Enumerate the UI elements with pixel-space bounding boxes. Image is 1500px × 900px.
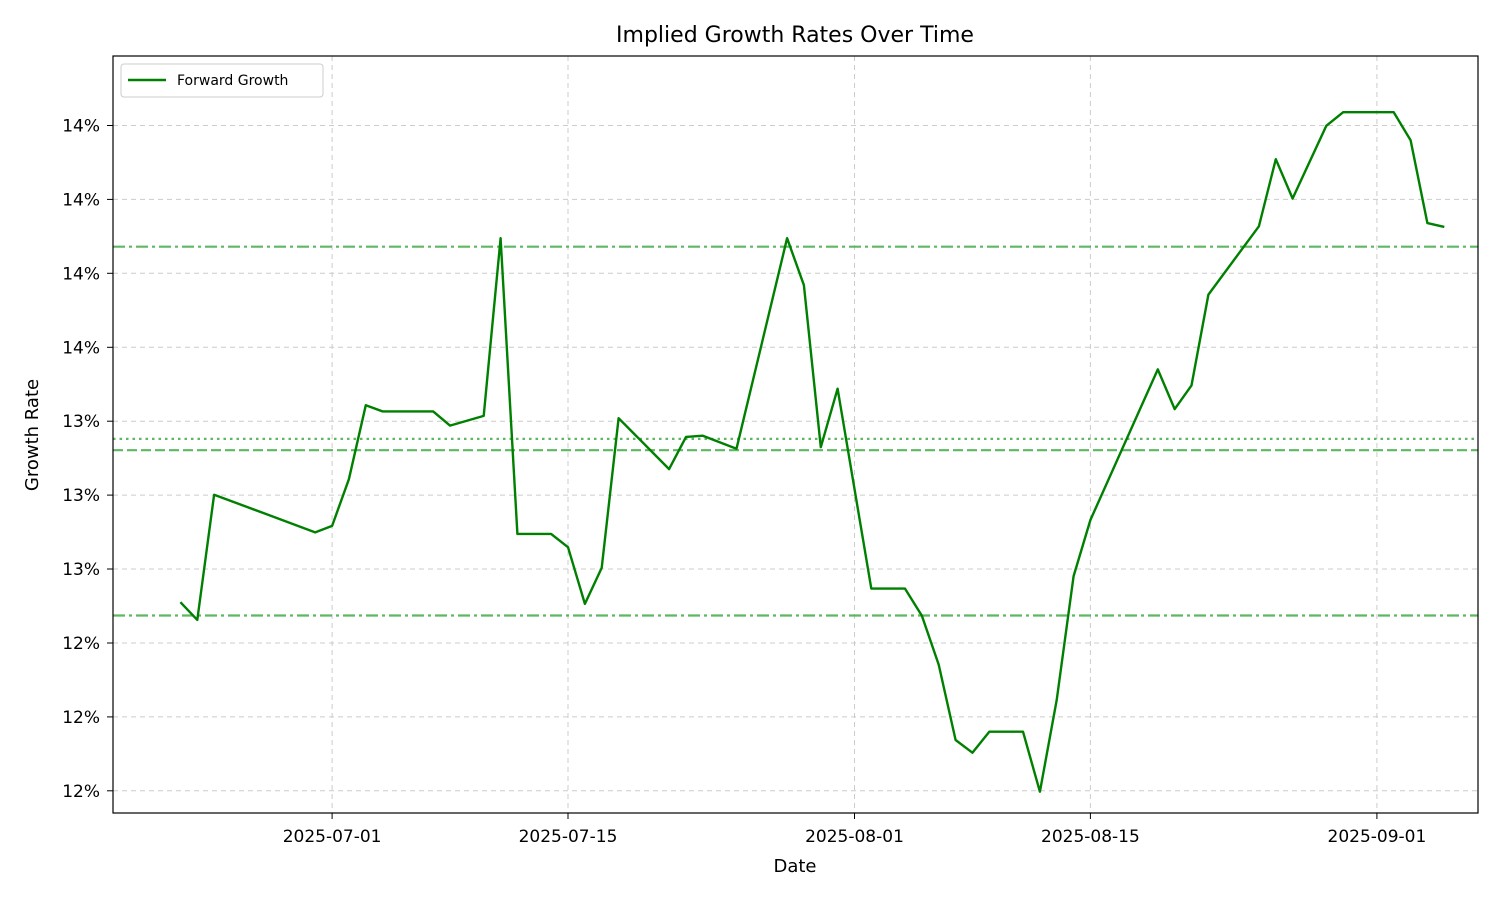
data-point: [802, 283, 806, 287]
y-axis-label: Growth Rate: [22, 379, 43, 491]
x-axis-label: Date: [773, 856, 816, 877]
data-point: [1291, 197, 1295, 201]
data-point: [1392, 110, 1396, 114]
x-axis: 2025-07-01 2025-07-15 2025-08-01 2025-08-15…: [283, 813, 1427, 847]
data-point: [970, 751, 974, 755]
reference-lines: [113, 245, 1478, 617]
data-point: [785, 236, 789, 240]
chart-title: Implied Growth Rates Over Time: [616, 23, 974, 48]
data-point: [1341, 110, 1345, 114]
data-point: [566, 545, 570, 549]
x-tick-label: 2025-08-01: [805, 827, 904, 847]
data-point: [836, 387, 840, 391]
data-point: [482, 414, 486, 418]
x-tick-label: 2025-08-15: [1041, 827, 1140, 847]
data-point: [903, 587, 907, 591]
data-point: [1156, 367, 1160, 371]
data-point: [381, 409, 385, 413]
data-point: [212, 493, 216, 497]
data-point: [735, 447, 739, 451]
data-point: [920, 614, 924, 618]
data-point: [263, 512, 267, 516]
legend-label-forward-growth: Forward Growth: [177, 73, 288, 89]
data-point: [1324, 124, 1328, 128]
y-tick-label: 14%: [62, 190, 100, 210]
data-point: [431, 409, 435, 413]
y-tick-label: 14%: [62, 117, 100, 137]
data-point: [1055, 698, 1059, 702]
data-point: [1274, 157, 1278, 161]
legend: Forward Growth: [120, 63, 324, 98]
plot-frame: [112, 55, 1479, 814]
series-group: [178, 110, 1446, 794]
data-point: [1257, 224, 1261, 228]
y-tick-label: 13%: [62, 560, 100, 580]
data-point: [1442, 225, 1446, 229]
data-point: [1425, 221, 1429, 225]
data-point: [330, 524, 334, 528]
grid: [113, 56, 1478, 813]
legend-box: [120, 63, 324, 98]
data-point: [178, 600, 182, 604]
data-point: [869, 587, 873, 591]
data-point: [195, 618, 199, 622]
data-point: [600, 566, 604, 570]
x-tick-label: 2025-09-01: [1328, 827, 1427, 847]
data-point: [819, 445, 823, 449]
data-point: [1021, 730, 1025, 734]
x-tick-label: 2025-07-01: [283, 827, 382, 847]
data-point: [1190, 383, 1194, 387]
data-point: [617, 416, 621, 420]
data-point: [515, 532, 519, 536]
x-tick-label: 2025-07-15: [519, 827, 618, 847]
data-point: [667, 467, 671, 471]
y-tick-label: 13%: [62, 486, 100, 506]
y-tick-label: 12%: [62, 708, 100, 728]
data-point: [448, 424, 452, 428]
data-point: [684, 435, 688, 439]
y-tick-label: 14%: [62, 264, 100, 284]
y-axis: 12% 12% 12% 13% 13% 13% 14% 14% 14% 14%: [62, 117, 113, 802]
y-tick-label: 12%: [62, 782, 100, 802]
data-point: [1038, 790, 1042, 794]
data-point: [364, 403, 368, 407]
data-point: [954, 738, 958, 742]
data-point: [1072, 574, 1076, 578]
data-point: [583, 602, 587, 606]
data-point: [1206, 293, 1210, 297]
y-tick-label: 13%: [62, 412, 100, 432]
data-point: [549, 532, 553, 536]
data-point: [499, 236, 503, 240]
data-point: [313, 530, 317, 534]
y-tick-label: 12%: [62, 634, 100, 654]
data-point: [1409, 138, 1413, 142]
series-line-forward-growth: [179, 110, 1445, 793]
data-point: [987, 730, 991, 734]
data-point: [937, 663, 941, 667]
y-tick-label: 14%: [62, 338, 100, 358]
data-point: [701, 434, 705, 438]
data-point: [1173, 407, 1177, 411]
data-point: [1088, 518, 1092, 522]
data-point: [347, 477, 351, 481]
